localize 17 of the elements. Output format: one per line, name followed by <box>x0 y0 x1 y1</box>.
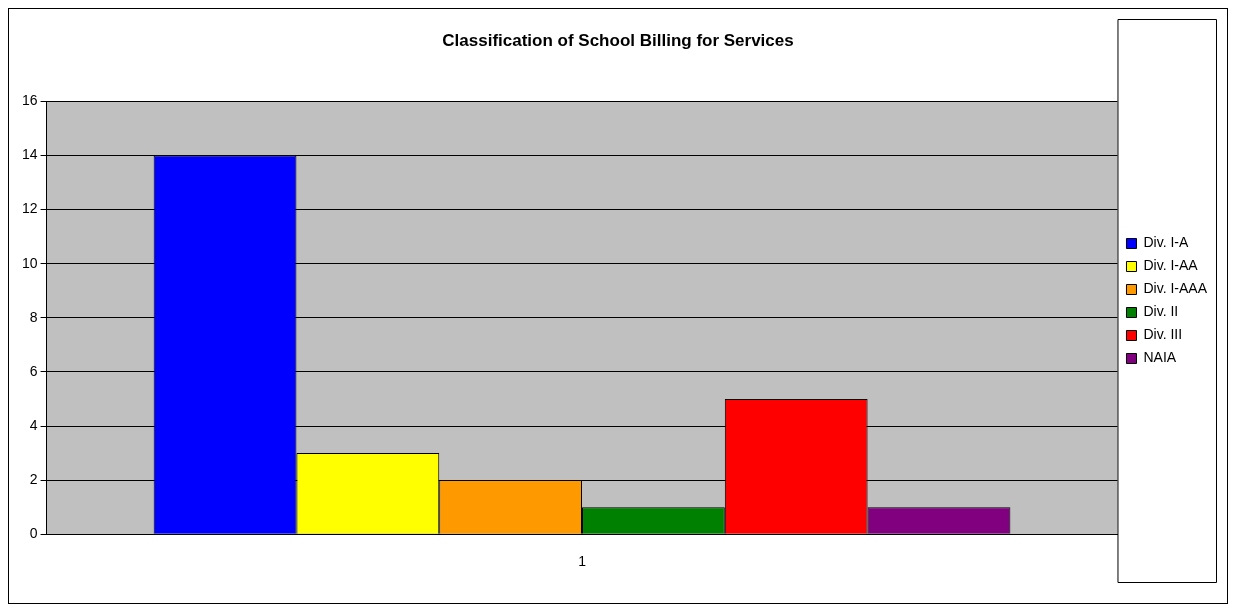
legend-label: NAIA <box>1143 349 1177 366</box>
y-tick-label: 8 <box>29 308 38 325</box>
y-tick-label: 6 <box>29 362 38 379</box>
legend-label: Div. I-AAA <box>1143 280 1208 297</box>
y-tick-label: 16 <box>21 92 38 109</box>
y-tick-label: 0 <box>29 525 38 542</box>
y-tick-label: 10 <box>21 254 38 271</box>
legend-label: Div. III <box>1143 326 1183 343</box>
chart-title: Classification of School Billing for Services <box>442 30 794 50</box>
y-tick-label: 12 <box>21 200 38 217</box>
legend-label: Div. I-A <box>1143 234 1189 251</box>
legend-label: Div. I-AA <box>1143 257 1199 274</box>
y-tick-label: 2 <box>29 470 38 487</box>
legend-label: Div. II <box>1143 303 1179 320</box>
x-tick-label: 1 <box>578 553 587 570</box>
y-tick-label: 14 <box>21 146 38 163</box>
y-tick-label: 4 <box>29 416 38 433</box>
